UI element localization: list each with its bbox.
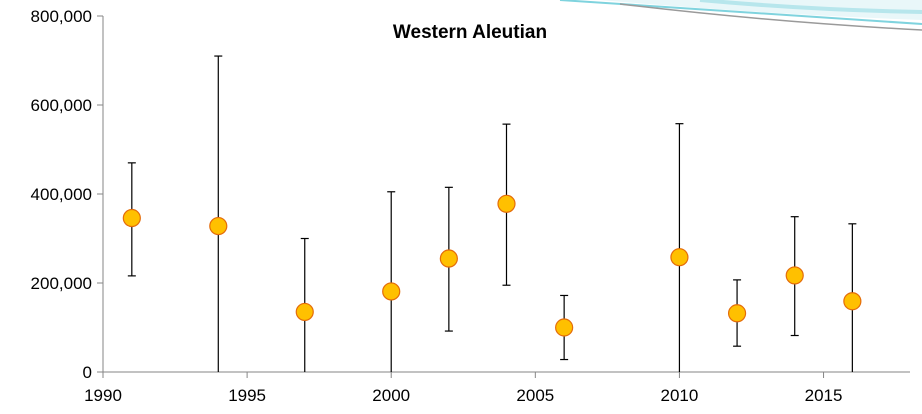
data-point [382,282,401,301]
x-tick-label: 2010 [661,386,699,405]
y-tick-label: 0 [83,363,92,382]
x-tick-label: 2000 [372,386,410,405]
y-tick-label: 800,000 [31,7,92,26]
y-tick-label: 400,000 [31,185,92,204]
swoosh-gray-line [619,3,922,31]
swoosh-teal-line [559,0,922,25]
data-points [122,194,862,337]
error-bars [127,55,857,372]
swoosh-teal-band [699,0,922,14]
decoration-swoosh [559,0,922,31]
x-tick-label: 2005 [516,386,554,405]
data-point [670,248,689,267]
tick-labels: 0 200,000 400,000 600,000 800,000 1990 1995 200… [31,7,843,405]
swoosh-fill [600,0,922,20]
data-point [295,302,314,322]
data-point [727,304,747,323]
data-point [122,208,141,228]
data-point [497,194,516,213]
axes [97,15,910,378]
data-point [439,249,458,268]
x-tick-label: 1995 [228,386,266,405]
chart-title: Western Aleutian [393,22,547,43]
x-tick-label: 1990 [84,386,122,405]
data-point [785,266,804,285]
data-point [843,292,862,311]
y-tick-label: 200,000 [31,274,92,293]
x-tick-label: 2015 [805,386,843,405]
y-tick-label: 600,000 [31,96,92,115]
data-point [209,216,228,236]
data-point [555,318,574,337]
